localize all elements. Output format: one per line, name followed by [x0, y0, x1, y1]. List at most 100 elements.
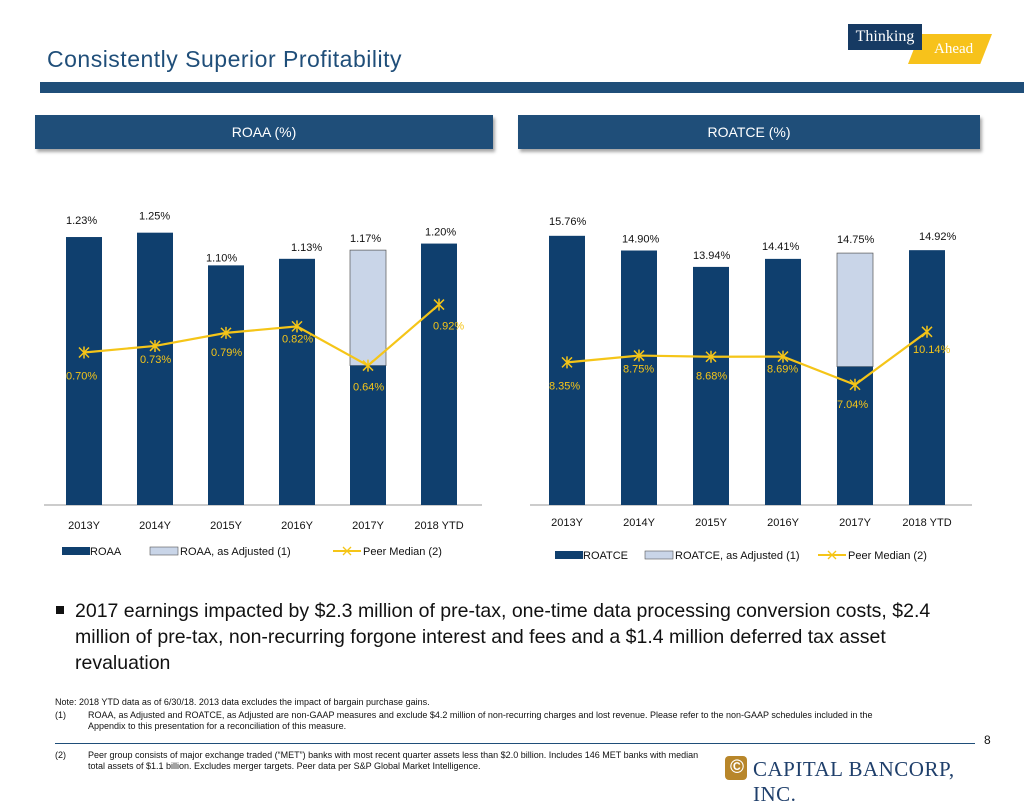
- roaa-peer-marker: [78, 346, 90, 359]
- roatce-legend-primary: ROATCE: [583, 550, 628, 562]
- roatce-bar-label: 13.94%: [693, 250, 731, 262]
- roatce-category-label: 2017Y: [839, 517, 871, 529]
- roaa-legend-peer-marker: [342, 546, 352, 556]
- roatce-bar: [549, 235, 585, 505]
- roaa-peer-label: 0.92%: [433, 321, 464, 333]
- roaa-bar: [208, 265, 244, 505]
- roaa-category-label: 2016Y: [281, 520, 313, 532]
- roatce-legend-peer: Peer Median (2): [848, 550, 927, 562]
- roatce-bar-label: 14.90%: [622, 234, 660, 246]
- roaa-category-label: 2017Y: [352, 520, 384, 532]
- roaa-bar: [137, 232, 173, 505]
- roatce-bar: [693, 266, 729, 505]
- roaa-bar-label: 1.13%: [291, 242, 322, 254]
- roatce-category-label: 2018 YTD: [902, 517, 951, 529]
- footnote-2-text: Peer group consists of major exchange tr…: [88, 750, 699, 771]
- roatce-legend-swatch-primary: [555, 551, 583, 559]
- roatce-peer-label: 7.04%: [837, 399, 868, 411]
- roatce-legend-peer-marker: [827, 550, 837, 560]
- roatce-bar: [621, 250, 657, 505]
- roaa-bar: [421, 243, 457, 506]
- roaa-peer-marker: [362, 359, 374, 372]
- roaa-adjusted-bar: [349, 249, 387, 366]
- footnote-1-number: (1): [55, 710, 66, 720]
- footnote-1-text: ROAA, as Adjusted and ROATCE, as Adjuste…: [88, 710, 873, 731]
- roatce-peer-marker: [777, 350, 789, 363]
- roaa-legend-peer: Peer Median (2): [363, 546, 442, 558]
- footnote-2-number: (2): [55, 750, 66, 760]
- roaa-bar-label: 1.10%: [206, 252, 237, 264]
- roaa-bar-label: 1.23%: [66, 215, 97, 227]
- roatce-peer-marker: [921, 325, 933, 338]
- roatce-peer-line: [566, 330, 928, 387]
- roaa-legend-swatch-primary: [62, 547, 90, 555]
- bullet-square-icon: [56, 606, 64, 614]
- roaa-panel-header: ROAA (%): [35, 115, 493, 149]
- roatce-adjusted-bar: [836, 252, 874, 368]
- roatce-category-label: 2015Y: [695, 517, 727, 529]
- roaa-category-label: 2013Y: [68, 520, 100, 532]
- roatce-legend-adjusted: ROATCE, as Adjusted (1): [675, 550, 800, 562]
- logo-mark-icon: ©: [725, 756, 747, 780]
- roatce-bar: [909, 250, 945, 505]
- roaa-legend-swatch-adjusted: [149, 546, 179, 556]
- roaa-category-label: 2018 YTD: [414, 520, 463, 532]
- roaa-bar: [350, 365, 386, 505]
- footnote-1: (1) ROAA, as Adjusted and ROATCE, as Adj…: [55, 710, 885, 732]
- badge-thinking: Thinking: [848, 24, 922, 50]
- roaa-peer-label: 0.70%: [66, 371, 97, 383]
- roatce-peer-marker: [705, 350, 717, 363]
- roaa-peer-marker: [149, 339, 161, 352]
- roaa-bar: [279, 258, 315, 505]
- roatce-bar-label: 14.92%: [919, 231, 957, 243]
- capital-bancorp-logo: © CAPITAL BANCORP, INC.: [725, 754, 975, 806]
- roatce-bar-label: 14.41%: [762, 241, 800, 253]
- badge-ahead: Ahead: [908, 34, 992, 64]
- roatce-peer-marker: [633, 349, 645, 362]
- roaa-category-label: 2014Y: [139, 520, 171, 532]
- roatce-peer-label: 8.68%: [696, 371, 727, 383]
- roatce-peer-label: 8.69%: [767, 364, 798, 376]
- logo-mark-glyph: ©: [730, 757, 744, 778]
- footnote-2: (2) Peer group consists of major exchang…: [55, 750, 705, 772]
- footer-rule: [55, 743, 975, 744]
- roaa-legend-adjusted: ROAA, as Adjusted (1): [180, 546, 291, 558]
- roatce-bar-label: 14.75%: [837, 234, 875, 246]
- bullet-point: 2017 earnings impacted by $2.3 million o…: [56, 598, 976, 676]
- bullet-text: 2017 earnings impacted by $2.3 million o…: [75, 600, 931, 674]
- roaa-bar: [66, 237, 102, 506]
- roatce-category-label: 2016Y: [767, 517, 799, 529]
- roatce-bar-label: 15.76%: [549, 216, 587, 228]
- page-title: Consistently Superior Profitability: [47, 46, 402, 72]
- roaa-peer-marker: [433, 298, 445, 311]
- roaa-bar-label: 1.20%: [425, 227, 456, 239]
- footnote-note: Note: 2018 YTD data as of 6/30/18. 2013 …: [55, 697, 430, 707]
- roatce-peer-label: 8.35%: [549, 380, 580, 392]
- roaa-peer-label: 0.64%: [353, 382, 384, 394]
- roaa-peer-label: 0.79%: [211, 347, 242, 359]
- roatce-category-label: 2013Y: [551, 517, 583, 529]
- roatce-peer-marker: [561, 356, 573, 369]
- roaa-category-label: 2015Y: [210, 520, 242, 532]
- page-number: 8: [984, 733, 991, 747]
- roatce-panel-header: ROATCE (%): [518, 115, 980, 149]
- roaa-peer-label: 0.82%: [282, 333, 313, 345]
- roatce-legend-swatch-adjusted: [644, 550, 674, 560]
- roatce-category-label: 2014Y: [623, 517, 655, 529]
- title-rule: [40, 82, 1024, 93]
- logo-text: CAPITAL BANCORP, INC.: [753, 757, 955, 806]
- roaa-bar-label: 1.25%: [139, 211, 170, 223]
- charts-svg: 1.23% 2013Y 1.25% 2014Y 1.10% 2015Y 1.13% 2016Y…: [44, 211, 972, 562]
- roatce-peer-label: 8.75%: [623, 364, 654, 376]
- roaa-bar-label: 1.17%: [350, 233, 381, 245]
- thinking-ahead-badge: Ahead Thinking: [848, 24, 993, 66]
- roaa-peer-marker: [220, 326, 232, 339]
- roatce-peer-marker: [849, 378, 861, 391]
- badge-ahead-text: Ahead: [934, 41, 974, 57]
- roaa-legend-primary: ROAA: [90, 546, 122, 558]
- roaa-peer-line: [83, 303, 440, 367]
- roatce-peer-label: 10.14%: [913, 344, 951, 356]
- roaa-peer-label: 0.73%: [140, 354, 171, 366]
- roaa-peer-marker: [291, 320, 303, 333]
- roatce-bar: [765, 258, 801, 505]
